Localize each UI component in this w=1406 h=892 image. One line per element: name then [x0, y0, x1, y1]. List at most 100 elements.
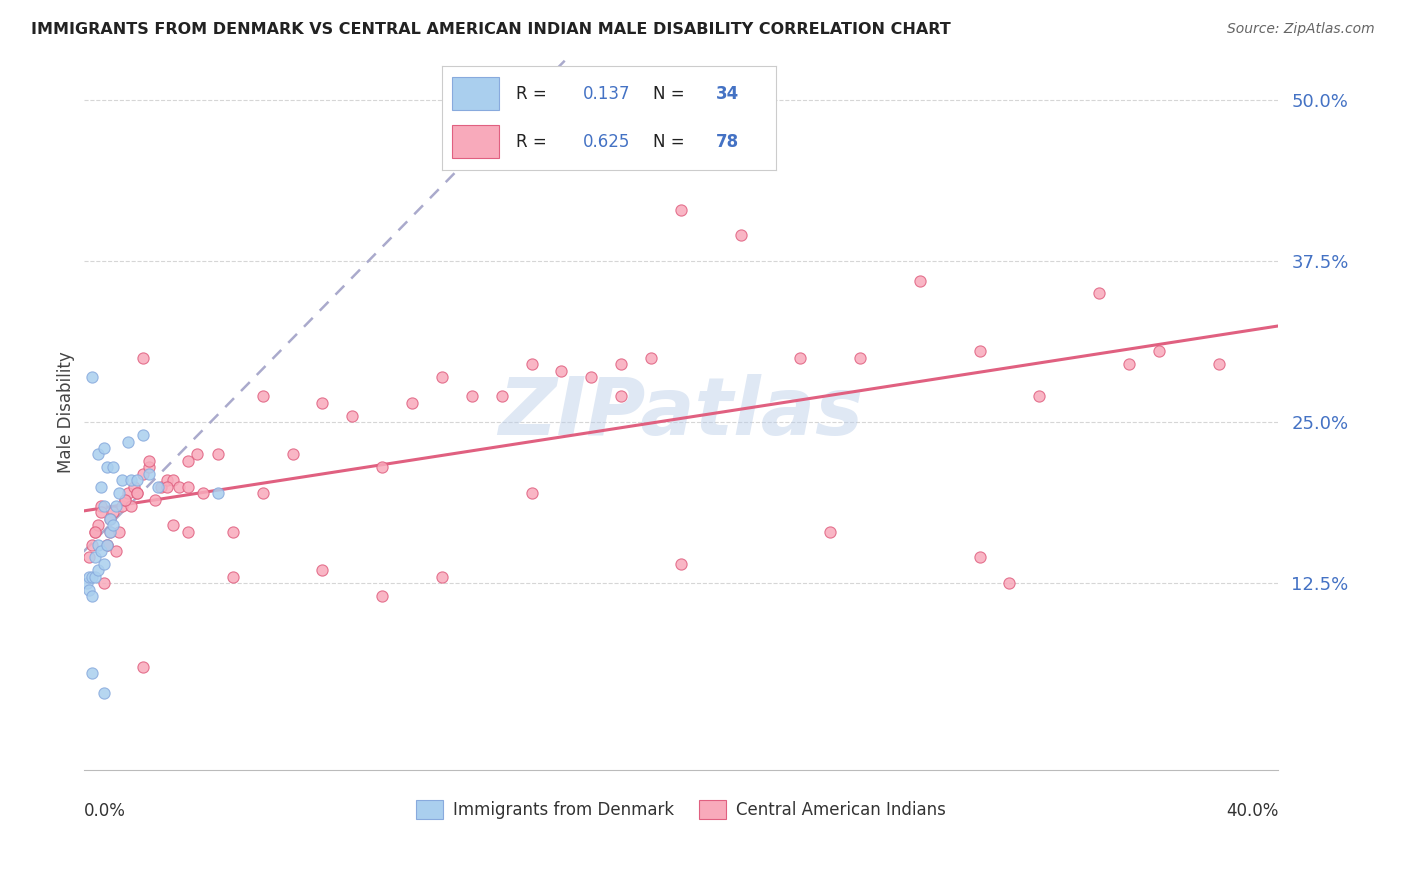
Point	[100, 524, 122, 539]
Point	[1147, 344, 1170, 359]
Point	[90, 544, 112, 558]
Point	[79, 582, 101, 597]
Point	[105, 499, 128, 513]
Point	[90, 505, 112, 519]
Point	[138, 454, 160, 468]
Text: Source: ZipAtlas.com: Source: ZipAtlas.com	[1227, 22, 1375, 37]
Point	[1088, 286, 1111, 301]
Point	[82, 570, 104, 584]
Point	[138, 467, 160, 481]
Point	[82, 370, 104, 384]
Text: 0.0%: 0.0%	[83, 802, 125, 820]
Point	[342, 409, 364, 423]
Point	[79, 570, 101, 584]
Point	[281, 447, 304, 461]
Point	[177, 454, 200, 468]
Point	[120, 499, 142, 513]
Point	[186, 447, 208, 461]
Point	[162, 473, 184, 487]
Point	[401, 396, 423, 410]
Point	[252, 486, 274, 500]
Point	[103, 518, 125, 533]
Point	[371, 460, 394, 475]
Point	[610, 389, 633, 403]
Point	[1028, 389, 1050, 403]
Point	[818, 524, 841, 539]
Point	[120, 473, 142, 487]
Point	[491, 389, 513, 403]
Point	[87, 518, 110, 533]
Point	[550, 364, 572, 378]
Point	[93, 441, 115, 455]
Point	[114, 492, 136, 507]
Point	[93, 686, 115, 700]
Point	[127, 486, 149, 500]
Point	[93, 576, 115, 591]
Point	[191, 486, 214, 500]
Point	[132, 660, 155, 674]
Point	[132, 351, 155, 365]
Point	[177, 480, 200, 494]
Point	[461, 389, 484, 403]
Point	[430, 370, 453, 384]
Point	[222, 524, 245, 539]
Point	[162, 518, 184, 533]
Point	[969, 344, 991, 359]
Point	[93, 557, 115, 571]
Point	[108, 486, 131, 500]
Point	[114, 492, 136, 507]
Point	[111, 499, 134, 513]
Point	[90, 499, 112, 513]
Point	[82, 589, 104, 603]
Point	[669, 202, 692, 217]
Point	[222, 570, 245, 584]
Point	[127, 486, 149, 500]
Point	[132, 467, 155, 481]
Point	[371, 589, 394, 603]
Point	[177, 524, 200, 539]
Point	[96, 538, 118, 552]
Point	[430, 570, 453, 584]
Point	[156, 480, 179, 494]
Point	[252, 389, 274, 403]
Legend: Immigrants from Denmark, Central American Indians: Immigrants from Denmark, Central America…	[409, 793, 952, 826]
Point	[87, 563, 110, 577]
Point	[108, 524, 131, 539]
Point	[103, 460, 125, 475]
Point	[84, 524, 107, 539]
Point	[908, 274, 931, 288]
Point	[96, 538, 118, 552]
Text: ZIPatlas: ZIPatlas	[498, 374, 863, 451]
Point	[111, 473, 134, 487]
Point	[207, 447, 229, 461]
Point	[1208, 357, 1230, 371]
Point	[998, 576, 1021, 591]
Point	[520, 357, 543, 371]
Point	[789, 351, 811, 365]
Point	[105, 544, 128, 558]
Point	[640, 351, 662, 365]
Point	[82, 666, 104, 681]
Point	[520, 486, 543, 500]
Point	[82, 538, 104, 552]
Point	[581, 370, 603, 384]
Point	[84, 570, 107, 584]
Point	[311, 563, 333, 577]
Point	[90, 480, 112, 494]
Point	[93, 499, 115, 513]
Point	[730, 228, 752, 243]
Point	[610, 357, 633, 371]
Point	[96, 538, 118, 552]
Point	[84, 550, 107, 565]
Point	[100, 512, 122, 526]
Point	[167, 480, 190, 494]
Point	[117, 486, 139, 500]
Y-axis label: Male Disability: Male Disability	[58, 351, 75, 474]
Point	[79, 550, 101, 565]
Point	[87, 538, 110, 552]
Point	[849, 351, 872, 365]
Point	[1118, 357, 1140, 371]
Point	[100, 512, 122, 526]
Point	[156, 473, 179, 487]
Point	[100, 524, 122, 539]
